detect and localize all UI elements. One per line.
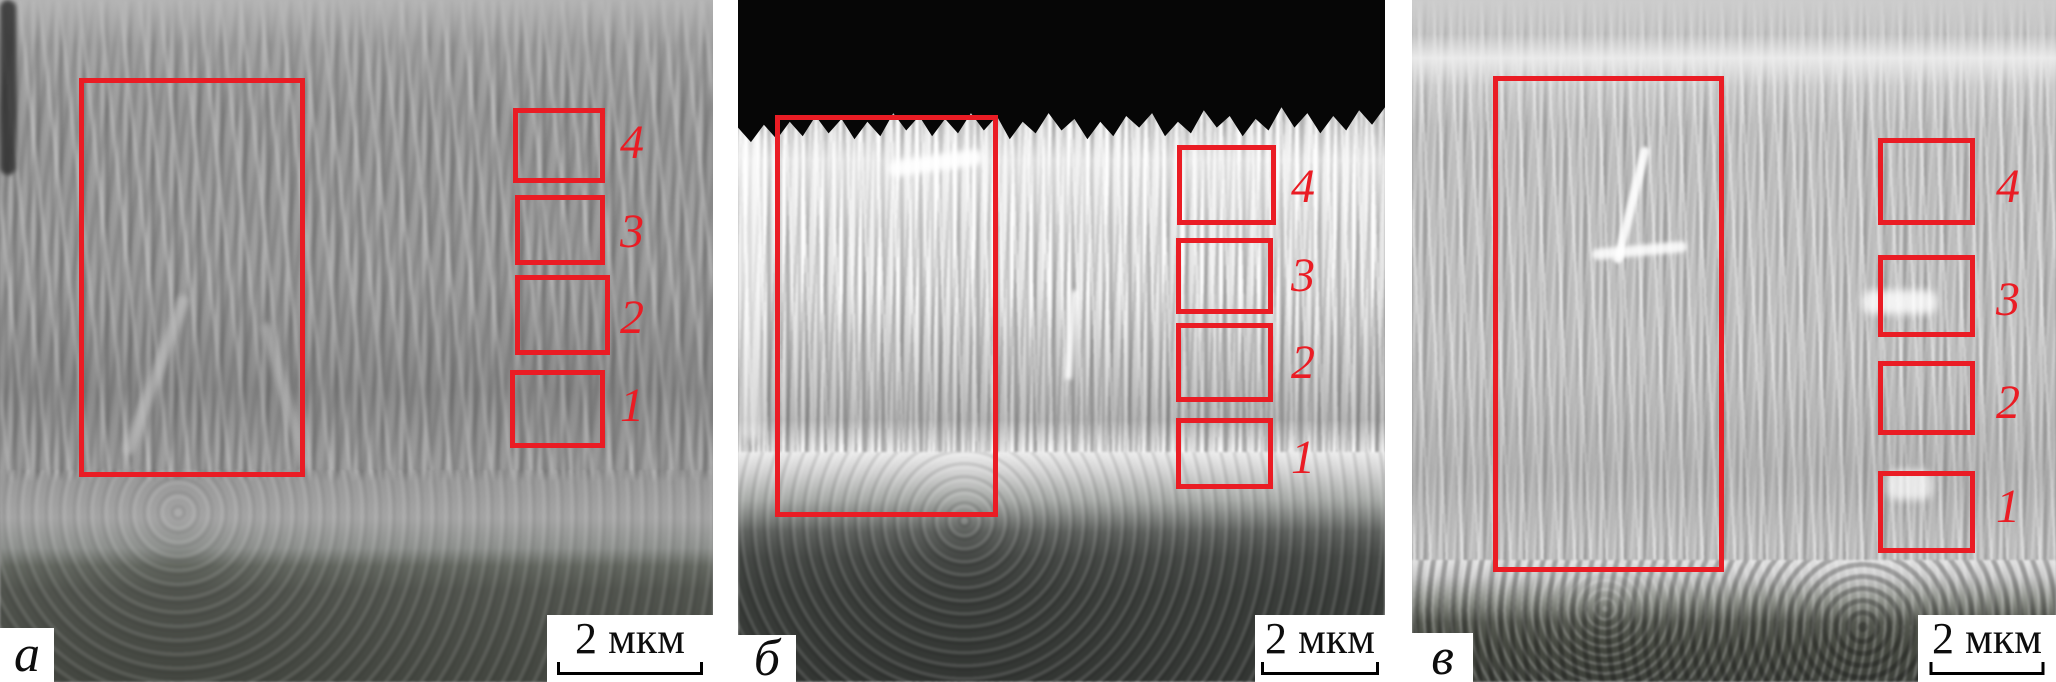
roi-number-4: 4 [1291, 160, 1315, 213]
roi-number-3: 3 [620, 205, 644, 258]
roi-box-2 [515, 275, 610, 355]
scale-bar-b: 2 мкм [1255, 615, 1385, 682]
scale-bar-bracket [1929, 662, 2045, 675]
sem-panel-a: 4 3 2 1 а 2 мкм [0, 0, 713, 682]
roi-box-4 [1878, 138, 1975, 225]
roi-number-3: 3 [1291, 249, 1315, 302]
roi-large-box [1493, 76, 1724, 572]
roi-box-4 [513, 108, 605, 183]
roi-box-2 [1878, 361, 1975, 435]
wire-highlight [740, 130, 762, 440]
scale-bar-v: 2 мкм [1918, 615, 2056, 682]
roi-number-1: 1 [1291, 431, 1315, 484]
scale-bar-text: 2 мкм [574, 614, 686, 663]
panel-label-text: в [1431, 628, 1454, 682]
roi-box-2 [1176, 323, 1273, 402]
roi-box-1 [1176, 418, 1273, 489]
wire-highlight [1862, 290, 1937, 314]
panel-label-b: б [738, 629, 796, 682]
scale-bar-bracket [557, 662, 703, 675]
roi-number-1: 1 [1996, 480, 2020, 533]
roi-number-1: 1 [620, 379, 644, 432]
roi-number-2: 2 [1996, 376, 2020, 429]
roi-box-1 [1878, 471, 1975, 553]
roi-box-4 [1177, 145, 1276, 225]
roi-number-4: 4 [620, 116, 644, 169]
panel-label-v: в [1412, 628, 1473, 682]
roi-number-2: 2 [620, 291, 644, 344]
sem-panel-b: 4 3 2 1 б 2 мкм [738, 0, 1385, 682]
scale-bar-text: 2 мкм [1931, 614, 2043, 663]
roi-box-3 [1878, 255, 1975, 337]
shadow-patch [0, 0, 16, 175]
roi-number-4: 4 [1996, 160, 2020, 213]
roi-number-3: 3 [1996, 273, 2020, 326]
sem-panel-v: 4 3 2 1 в 2 мкм [1412, 0, 2056, 682]
scale-bar-bracket [1261, 662, 1379, 675]
roi-box-3 [1176, 238, 1273, 314]
roi-large-box [79, 78, 305, 477]
roi-number-2: 2 [1291, 336, 1315, 389]
roi-box-1 [510, 370, 605, 448]
scale-bar-a: 2 мкм [547, 615, 713, 682]
roi-box-3 [515, 195, 605, 265]
panel-label-a: а [0, 628, 54, 682]
roi-large-box [775, 115, 998, 517]
panel-label-text: а [14, 626, 40, 682]
scale-bar-text: 2 мкм [1264, 614, 1376, 663]
panel-label-text: б [753, 629, 781, 682]
